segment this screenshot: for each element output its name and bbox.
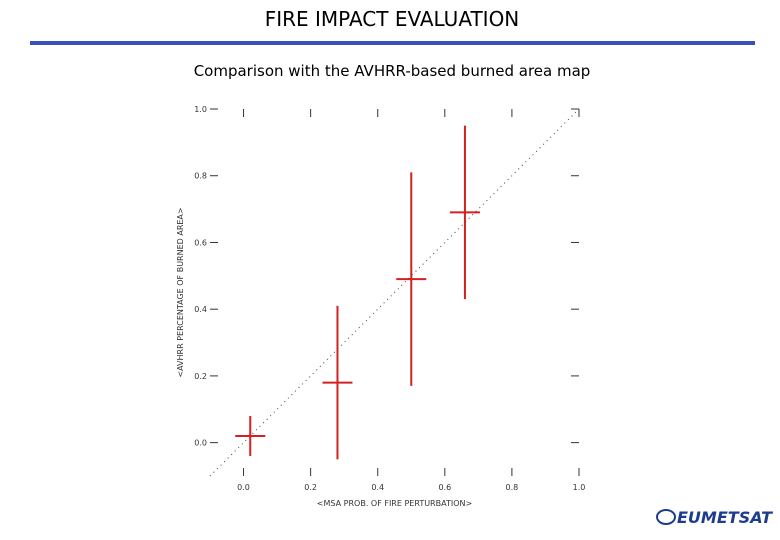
x-tick-label: 0.4	[371, 483, 384, 492]
logo-text: EUMETSAT	[677, 508, 773, 527]
slide-title: FIRE IMPACT EVALUATION	[265, 7, 520, 31]
x-tick-label: 0.2	[304, 483, 317, 492]
plot: 0.0 0.2 0.4 0.6 0.8 1.0 0.0 0.2 0.4 0.6 0.8 1.0 <MSA…	[176, 105, 585, 508]
x-tick-label: 0.8	[506, 483, 519, 492]
x-axis-label: <MSA PROB. OF FIRE PERTURBATION>	[317, 499, 472, 508]
x-tick-label: 1.0	[573, 483, 586, 492]
y-tick-label: 1.0	[194, 105, 207, 114]
x-tick-label: 0.6	[438, 483, 451, 492]
y-tick-label: 0.6	[194, 238, 207, 247]
y-tick-label: 0.2	[194, 372, 207, 381]
y-tick-label: 0.4	[194, 305, 207, 314]
logo: EUMETSAT	[656, 508, 773, 527]
y-tick-label: 0.0	[194, 439, 207, 448]
logo-mark	[656, 509, 676, 525]
diagonal	[209, 108, 580, 477]
y-tick-label: 0.8	[194, 172, 207, 181]
slide-subtitle: Comparison with the AVHRR-based burned a…	[194, 62, 591, 80]
y-axis-label: <AVHRR PERCENTAGE OF BURNED AREA>	[176, 207, 185, 377]
x-tick-label: 0.0	[237, 483, 250, 492]
